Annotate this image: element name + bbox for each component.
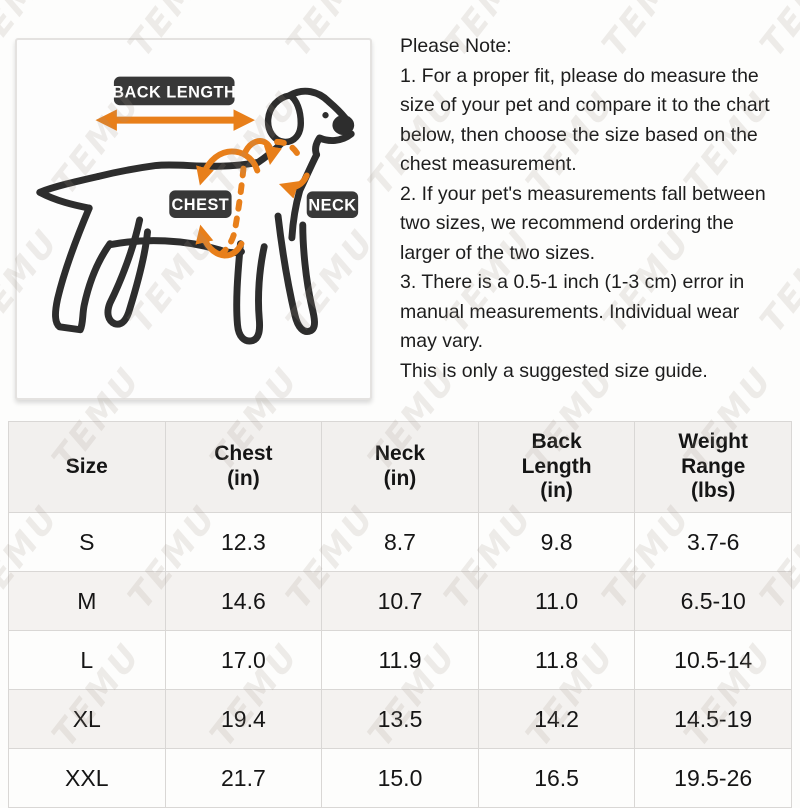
- note-line: manual measurements. Individual wear: [400, 300, 740, 323]
- note-line: chest measurement.: [400, 153, 577, 175]
- back-length-label-bg: [113, 76, 235, 106]
- size-table: Size Chest (in) Neck (in) Back Length (in) W…: [8, 421, 792, 808]
- table-header-cell: Back Length (in): [477, 421, 636, 513]
- diagram-labels: BACK LENGTH CHEST NECK: [112, 76, 359, 219]
- note-line: size of your pet and compare it to the c…: [400, 94, 770, 116]
- dog-ear: [264, 92, 304, 146]
- size-cell: S: [8, 512, 166, 572]
- measurement-arrows: [95, 109, 310, 259]
- table-cell: 13.5: [321, 689, 479, 749]
- size-cell: M: [8, 571, 166, 631]
- table-cell: 14.2: [477, 689, 636, 749]
- table-header-cell: Size: [8, 421, 166, 513]
- table-header-cell: Chest (in): [164, 421, 323, 513]
- table-cell: 10.5-14: [634, 630, 792, 690]
- table-row: XXL 21.7 15.0 16.5 19.5-26: [8, 748, 792, 808]
- dog-nose: [332, 115, 355, 135]
- table-row: L 17.0 11.9 11.8 10.5-14: [8, 630, 792, 690]
- table-cell: 3.7-6: [634, 512, 792, 572]
- table-cell: 15.0: [321, 748, 479, 808]
- table-cell: 10.7: [321, 571, 479, 631]
- note-line: two sizes, we recommend ordering the: [400, 212, 734, 234]
- note-line: 3. There is a 0.5-1 inch (1-3 cm) error …: [400, 271, 745, 293]
- chest-label-bg: [169, 190, 232, 219]
- table-cell: 11.0: [477, 571, 636, 631]
- chest-label: CHEST: [172, 196, 230, 214]
- note-line: This is only a suggested size guide.: [400, 359, 708, 382]
- note-line: Please Note:: [400, 35, 512, 57]
- table-cell: 17.0: [164, 630, 323, 690]
- back-length-label: BACK LENGTH: [112, 83, 236, 101]
- table-row: M 14.6 10.7 11.0 6.5-10: [8, 571, 792, 631]
- size-cell: XL: [8, 689, 166, 749]
- table-cell: 14.6: [164, 571, 323, 631]
- dog-measurement-illustration: BACK LENGTH CHEST NECK: [36, 76, 359, 345]
- size-cell: XXL: [8, 748, 166, 808]
- neck-label-bg: [306, 191, 359, 219]
- table-row: XL 19.4 13.5 14.2 14.5-19: [8, 689, 792, 749]
- table-header-cell: Weight Range (lbs): [634, 421, 792, 513]
- note-line: 2. If your pet's measurements fall betwe…: [400, 182, 766, 205]
- note-line: larger of the two sizes.: [400, 241, 596, 264]
- table-cell: 19.4: [164, 689, 323, 749]
- table-cell: 14.5-19: [634, 689, 792, 749]
- table-row: S 12.3 8.7 9.8 3.7-6: [8, 512, 792, 572]
- dog-diagram-panel: BACK LENGTH CHEST NECK: [15, 38, 372, 400]
- table-cell: 8.7: [321, 512, 479, 572]
- table-cell: 16.5: [477, 748, 636, 808]
- size-table-body: S 12.3 8.7 9.8 3.7-6 M 14.6 10.7 11.0 6.5-10 L 17.0…: [8, 512, 792, 808]
- table-cell: 9.8: [477, 512, 636, 572]
- neck-label: NECK: [308, 197, 356, 215]
- table-cell: 11.9: [321, 630, 479, 690]
- note-line: may vary.: [400, 330, 484, 352]
- table-cell: 11.8: [477, 630, 636, 690]
- table-header-cell: Neck (in): [321, 421, 479, 513]
- table-cell: 6.5-10: [634, 571, 792, 631]
- note-line: below, then choose the size based on the: [400, 123, 758, 146]
- table-cell: 12.3: [164, 512, 323, 572]
- note-line: 1. For a proper fit, please do measure t…: [400, 64, 759, 87]
- size-table-header: Size Chest (in) Neck (in) Back Length (in) W…: [8, 421, 792, 513]
- note-text-block: Please Note: 1. For a proper fit, please …: [400, 32, 796, 386]
- table-cell: 19.5-26: [634, 748, 792, 808]
- size-cell: L: [8, 630, 166, 690]
- table-cell: 21.7: [164, 748, 323, 808]
- dog-eye: [322, 112, 329, 119]
